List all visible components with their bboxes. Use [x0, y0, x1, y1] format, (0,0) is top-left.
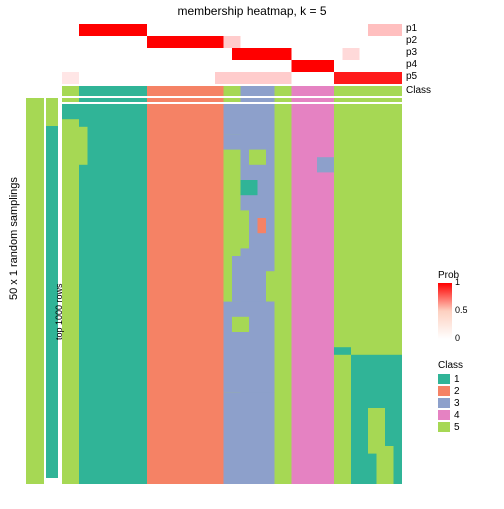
legend-class-item: 4: [438, 409, 463, 421]
legend-prob-bar: 10.50: [438, 283, 452, 339]
legend-swatch: [438, 410, 450, 420]
legend-label: 2: [454, 386, 460, 397]
legend-prob-tick: 1: [455, 277, 460, 287]
ylabel-inner: top 1000 rows: [54, 283, 64, 340]
legend-class-item: 1: [438, 373, 463, 385]
legend-label: 4: [454, 410, 460, 421]
legend-prob-tick: 0.5: [455, 305, 468, 315]
row-label: p5: [406, 71, 417, 82]
row-label: p1: [406, 23, 417, 34]
legend-label: 1: [454, 374, 460, 385]
legend-label: 3: [454, 398, 460, 409]
legend-class-item: 5: [438, 421, 463, 433]
legend-class-item: 2: [438, 385, 463, 397]
heatmap-svg: [0, 0, 504, 504]
legend-label: 5: [454, 422, 460, 433]
legend-swatch: [438, 398, 450, 408]
row-label: p4: [406, 59, 417, 70]
legend-prob: Prob10.50: [438, 270, 459, 339]
row-label: Class: [406, 85, 431, 96]
legend-swatch: [438, 386, 450, 396]
row-label: p3: [406, 47, 417, 58]
legend-prob-tick: 0: [455, 333, 460, 343]
chart-title: membership heatmap, k = 5: [177, 4, 326, 18]
legend-swatch: [438, 422, 450, 432]
legend-class: Class 12345: [438, 360, 463, 433]
legend-class-item: 3: [438, 397, 463, 409]
legend-class-title: Class: [438, 360, 463, 371]
row-label: p2: [406, 35, 417, 46]
legend-swatch: [438, 374, 450, 384]
ylabel-outer: 50 x 1 random samplings: [8, 177, 20, 300]
